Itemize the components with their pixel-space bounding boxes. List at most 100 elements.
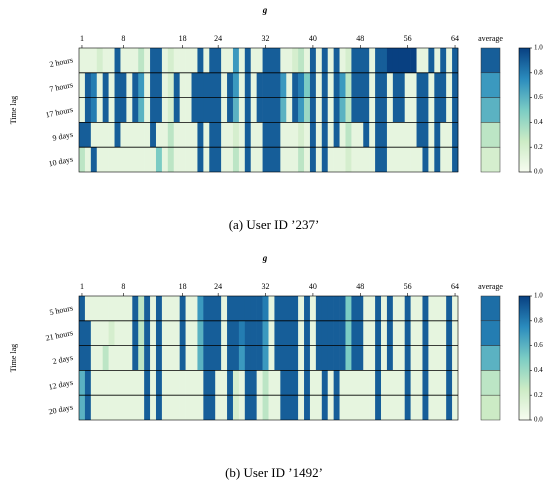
heat-cell (321, 370, 329, 396)
heat-cell (446, 395, 453, 420)
heat-cell (185, 147, 192, 172)
heat-cell (84, 72, 92, 98)
heat-cell (221, 370, 228, 396)
heat-cell (144, 320, 151, 346)
y-tick-label: 20 days (48, 403, 74, 417)
heat-cell (173, 97, 180, 123)
heat-cell (315, 122, 323, 148)
heat-cell (250, 320, 257, 346)
heat-cell (369, 72, 376, 98)
heat-cell (250, 72, 257, 98)
colorbar-tick-label: 0.8 (534, 316, 543, 324)
colorbar-tick-label: 0.2 (534, 391, 543, 399)
heat-cell (179, 345, 186, 371)
heat-cell (96, 147, 103, 172)
heat-cell (232, 370, 240, 396)
heat-cell (404, 395, 411, 420)
y-tick-label: 17 hours (45, 105, 74, 120)
heat-cell (209, 72, 216, 98)
heat-cell (339, 48, 346, 73)
heat-cell (434, 395, 441, 420)
heat-cell (138, 320, 145, 346)
heat-cell (185, 395, 192, 420)
heat-cell (173, 395, 180, 420)
heat-cell (309, 72, 317, 98)
heat-cell (321, 72, 329, 98)
heat-cell (262, 296, 269, 321)
heat-cell (167, 72, 175, 98)
heat-cell (428, 296, 435, 321)
average-cell (480, 345, 501, 371)
heat-cell (185, 97, 192, 123)
heat-cell (132, 345, 139, 371)
average-cell (480, 320, 501, 346)
heat-cell (304, 48, 311, 73)
heat-cell (357, 122, 364, 148)
heat-cell (79, 147, 86, 172)
heat-cell (203, 122, 210, 148)
heat-cell (363, 395, 370, 420)
heat-cell (440, 370, 447, 396)
heat-cell (404, 147, 411, 172)
heat-cell (422, 395, 429, 420)
heat-cell (227, 370, 234, 396)
heat-cell (416, 320, 423, 346)
heat-cell (173, 320, 180, 346)
heat-cell (132, 97, 139, 123)
heat-cell (416, 395, 423, 420)
heat-cell (215, 296, 222, 321)
heat-cell (102, 345, 109, 371)
heat-cell (203, 97, 210, 123)
heat-cell (238, 296, 246, 321)
average-label: average (478, 34, 503, 43)
heat-cell (416, 97, 423, 123)
heat-cell (381, 147, 388, 172)
heat-cell (327, 72, 334, 98)
heat-cell (363, 320, 370, 346)
heat-cell (96, 296, 103, 321)
heat-cell (262, 72, 269, 98)
heat-cell (345, 370, 352, 396)
heat-cell (96, 320, 103, 346)
heat-cell (144, 370, 151, 396)
heat-cell (102, 72, 109, 98)
heat-cell (440, 97, 447, 123)
heat-cell (309, 345, 317, 371)
heat-cell (280, 122, 287, 148)
heat-cell (108, 395, 115, 420)
heat-cell (144, 147, 151, 172)
heat-cell (428, 48, 435, 73)
heat-cell (410, 395, 417, 420)
heat-cell (292, 48, 299, 73)
heat-cell (132, 147, 139, 172)
heat-cell (244, 147, 252, 172)
heat-cell (321, 345, 329, 371)
heat-cell (452, 147, 459, 172)
heat-cell (197, 370, 204, 396)
heat-cell (232, 72, 240, 98)
heat-cell (375, 122, 382, 148)
heat-cell (351, 48, 358, 73)
heat-cell (434, 97, 441, 123)
heat-cell (244, 48, 252, 73)
heat-cell (203, 320, 210, 346)
heat-cell (440, 345, 447, 371)
heat-cell (215, 370, 222, 396)
heat-cell (410, 72, 417, 98)
average-cell (480, 97, 501, 123)
heat-cell (84, 48, 92, 73)
heat-cell (203, 72, 210, 98)
heat-cell (404, 345, 411, 371)
heat-cell (386, 320, 394, 346)
x-tick-label: 1 (80, 34, 84, 43)
heat-cell (333, 48, 340, 73)
heat-cell (386, 395, 394, 420)
heat-cell (304, 296, 311, 321)
heat-cell (286, 122, 293, 148)
heat-cell (446, 147, 453, 172)
heat-cell (250, 395, 257, 420)
heat-cell (150, 97, 157, 123)
colorbar (518, 47, 531, 173)
heat-cell (416, 345, 423, 371)
heat-cell (369, 395, 376, 420)
